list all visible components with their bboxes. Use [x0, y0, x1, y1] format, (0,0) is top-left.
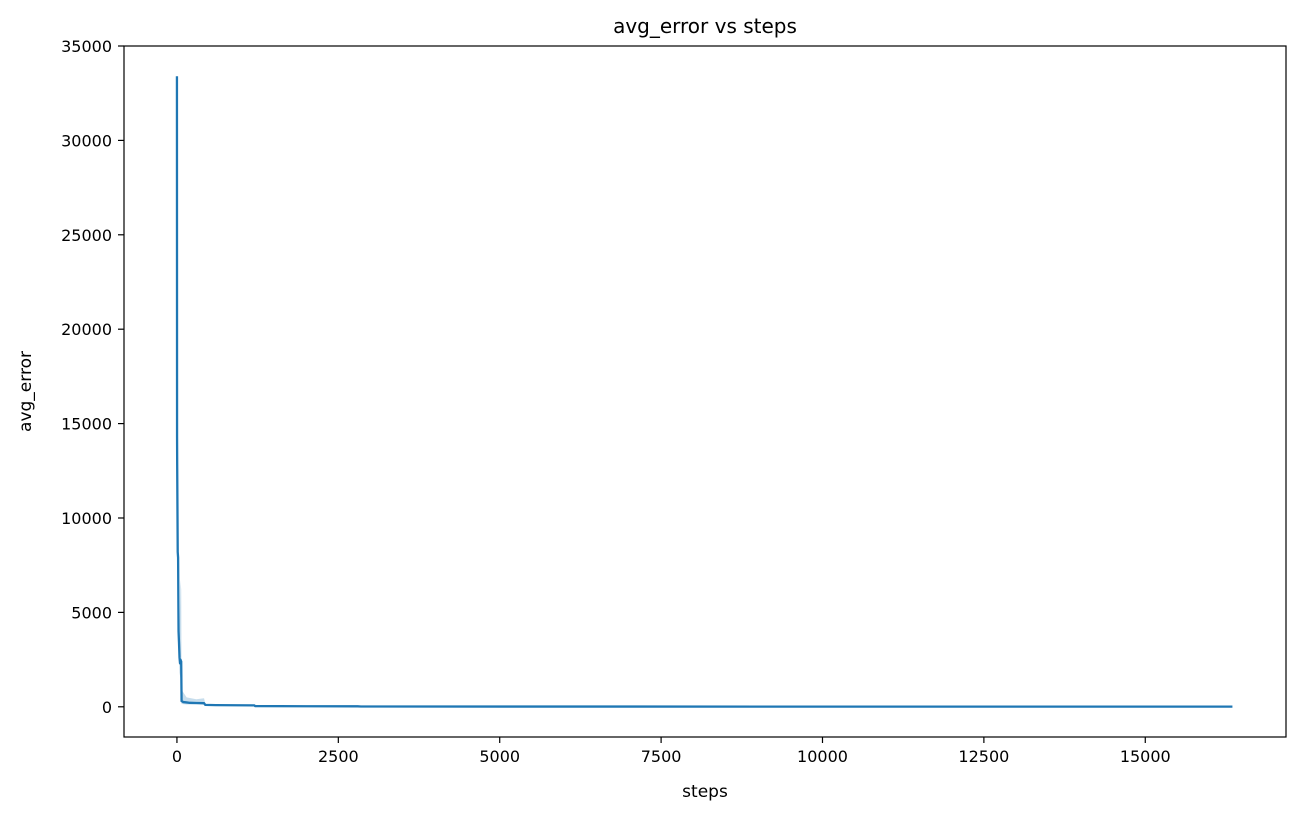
x-axis-label: steps: [682, 782, 728, 802]
x-tick-label: 10000: [797, 747, 848, 766]
x-tick-label: 5000: [479, 747, 520, 766]
confidence-band: [176, 76, 1233, 707]
y-tick-label: 10000: [61, 509, 112, 528]
x-tick-label: 7500: [641, 747, 682, 766]
confidence-band-layer: [176, 76, 1233, 707]
y-axis: 0 5000 10000 15000 20000 25000 30000 35000: [61, 37, 124, 717]
y-tick-label: 20000: [61, 320, 112, 339]
series-line: [175, 76, 1233, 708]
y-tick-label: 30000: [61, 131, 112, 150]
chart-title: avg_error vs steps: [613, 14, 797, 38]
x-tick-label: 0: [172, 747, 182, 766]
y-axis-label: avg_error: [16, 351, 36, 432]
y-tick-label: 5000: [71, 603, 112, 622]
y-tick-label: 25000: [61, 226, 112, 245]
y-tick-label: 15000: [61, 415, 112, 434]
y-tick-label: 35000: [61, 37, 112, 56]
y-tick-label: 0: [102, 698, 112, 717]
x-tick-label: 15000: [1120, 747, 1171, 766]
x-axis: 0 2500 5000 7500 10000 12500 15000: [172, 737, 1171, 766]
x-tick-label: 2500: [318, 747, 359, 766]
plot-frame: [123, 45, 1287, 738]
x-tick-label: 12500: [958, 747, 1009, 766]
series-line-layer: [175, 76, 1233, 708]
